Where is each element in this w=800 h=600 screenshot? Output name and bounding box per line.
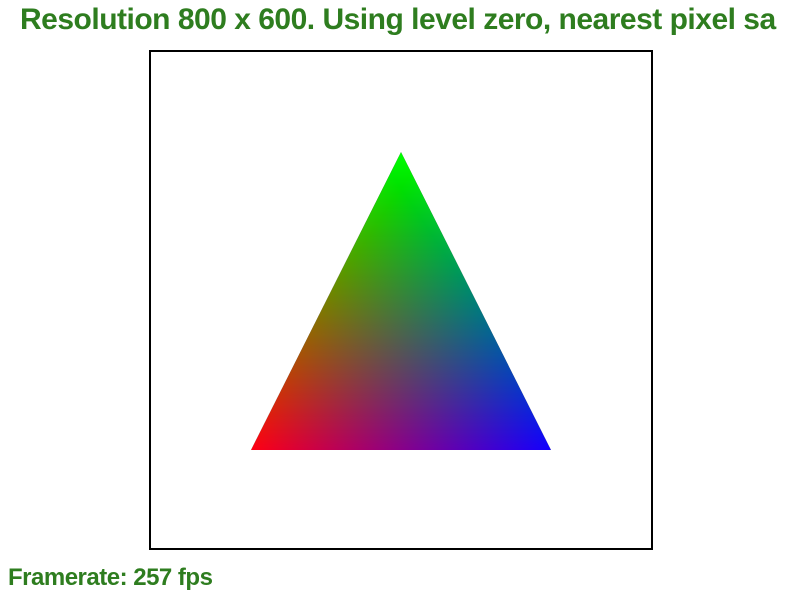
triangle-canvas [251,152,551,450]
framerate-readout: Framerate: 257 fps [8,564,213,591]
resolution-title: Resolution 800 x 600. Using level zero, … [20,3,776,36]
rgb-triangle [251,152,551,450]
render-viewport [149,50,653,550]
